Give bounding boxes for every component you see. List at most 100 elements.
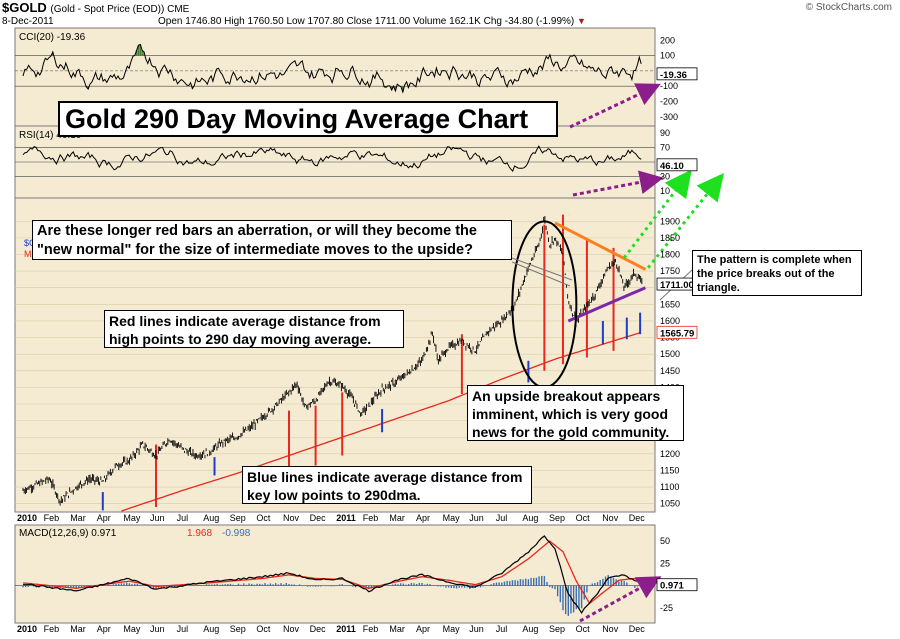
x-tick-label: Jun [469, 513, 484, 523]
aberration-note: Are these longer red bars an aberration,… [32, 220, 512, 260]
price-tick-label: 1200 [660, 449, 680, 459]
x-tick-label: Jun [150, 624, 165, 634]
rsi-series [22, 145, 664, 197]
price-tick-label: 1750 [660, 266, 680, 276]
x-tick-label: May [443, 513, 461, 523]
price-tick-label: 1650 [660, 299, 680, 309]
note-pointer [511, 257, 573, 281]
chart-date: 8-Dec-2011 [2, 16, 54, 27]
x-tick-label: 2011 [336, 513, 356, 523]
x-tick-label: Nov [602, 513, 619, 523]
macd-tick-label: 25 [660, 558, 670, 568]
x-tick-label: Oct [576, 624, 591, 634]
osc-last-label: 46.10 [660, 161, 684, 172]
macd-tick-label: -25 [660, 603, 673, 613]
resistance-line [554, 221, 647, 271]
macd-panel [14, 524, 656, 624]
x-tick-label: 2011 [336, 624, 356, 634]
x-tick-label: Nov [602, 624, 619, 634]
osc-line [22, 43, 642, 94]
x-tick-label: Nov [283, 513, 300, 523]
osc-tick-label: 100 [660, 51, 675, 61]
blue-lines-note: Blue lines indicate average distance fro… [242, 466, 532, 504]
x-tick-label: Oct [256, 624, 271, 634]
osc-tick-label: 70 [660, 143, 670, 153]
x-tick-label: May [443, 624, 461, 634]
osc-last-label: -19.36 [660, 70, 687, 81]
macd-series [22, 535, 662, 623]
x-tick-label: Oct [256, 513, 271, 523]
osc-tick-label: 10 [660, 186, 670, 196]
x-tick-label: Apr [97, 513, 111, 523]
macd-signal-line [22, 540, 641, 605]
price-tick-label: 1900 [660, 216, 680, 226]
macd-legend-line: MACD(12,26,9) 0.971 [19, 528, 117, 539]
x-tick-label: Jul [177, 513, 189, 523]
ohlc-readout: Open 1746.80 High 1760.50 Low 1707.80 Cl… [158, 16, 586, 27]
projection-arrow-1 [622, 169, 692, 259]
x-tick-label: Mar [70, 624, 86, 634]
price-tick-label: 1500 [660, 349, 680, 359]
x-tick-label: Aug [522, 624, 538, 634]
macd-last-label: 0.971 [660, 581, 684, 592]
x-tick-label: Apr [97, 624, 111, 634]
osc-last-label-box [656, 158, 698, 172]
chart-title: Gold 290 Day Moving Average Chart [58, 101, 558, 137]
x-tick-label: Mar [70, 513, 86, 523]
price-tick-label: 1450 [660, 366, 680, 376]
price-tick-label: 1100 [660, 482, 679, 492]
osc-line [22, 145, 642, 173]
ohlc-values: Open 1746.80 High 1760.50 Low 1707.80 Cl… [158, 16, 575, 27]
breakout-note: An upside breakout appears imminent, whi… [467, 385, 684, 441]
down-triangle-icon: ▼ [577, 16, 586, 26]
x-tick-label: Jun [469, 624, 484, 634]
x-tick-label: Dec [310, 624, 327, 634]
macd-legend-signal: 1.968 [187, 528, 212, 539]
x-tick-label: Dec [629, 513, 646, 523]
symbol-title: $GOLD (Gold - Spot Price (EOD)) CME [2, 0, 189, 15]
macd-tick-label: 50 [660, 536, 670, 546]
macd-line [23, 535, 641, 615]
cci-legend: CCI(20) -19.36 [19, 32, 86, 43]
x-tick-label: Sep [549, 513, 565, 523]
x-tick-label: Oct [576, 513, 591, 523]
osc-tick-label: 30 [660, 171, 670, 181]
red-lines-note: Red lines indicate average distance from… [104, 310, 404, 348]
osc-last-label-box [656, 67, 698, 81]
x-tick-label: May [123, 513, 141, 523]
x-tick-label: Jun [150, 513, 165, 523]
x-tick-label: Dec [629, 624, 646, 634]
x-tick-label: Nov [283, 624, 300, 634]
x-tick-label: Aug [522, 513, 538, 523]
x-tick-label: Sep [549, 624, 565, 634]
cci-series [22, 43, 661, 129]
x-tick-label: Jul [496, 513, 508, 523]
macd-legend: MACD(12,26,9) 0.971 1.968 -0.998 [19, 528, 251, 539]
x-tick-label: Mar [389, 624, 405, 634]
ma290-line [121, 332, 641, 512]
support-line [567, 286, 647, 323]
osc-tick-label: -100 [660, 81, 678, 91]
x-tick-label: Jul [496, 624, 508, 634]
cci-callout-arrow [569, 83, 661, 129]
x-tick-label: Sep [230, 624, 246, 634]
x-tick-label: 2010 [17, 624, 37, 634]
price-tick-label: 1150 [660, 465, 679, 475]
stockcharts-credit: © StockCharts.com [805, 2, 892, 13]
x-tick-label: Feb [44, 513, 60, 523]
ma-last-label-box [656, 325, 698, 339]
ma-last-label: 1565.79 [660, 328, 694, 339]
rsi-legend: RSI(14) 46.10 [19, 130, 82, 141]
price-tick-label: 1850 [660, 233, 680, 243]
price-tick-label: 1050 [660, 499, 680, 509]
price-last-label: 1711.00 [660, 280, 694, 291]
osc-tick-label: 200 [660, 35, 675, 45]
x-tick-label: Feb [44, 624, 60, 634]
x-tick-label: Mar [389, 513, 405, 523]
x-tick-label: Feb [363, 624, 379, 634]
symbol: $GOLD [2, 0, 47, 15]
x-tick-label: Apr [416, 624, 430, 634]
x-tick-label: Jul [177, 624, 189, 634]
x-tick-label: Aug [203, 513, 219, 523]
macd-last-label-box [656, 578, 698, 592]
